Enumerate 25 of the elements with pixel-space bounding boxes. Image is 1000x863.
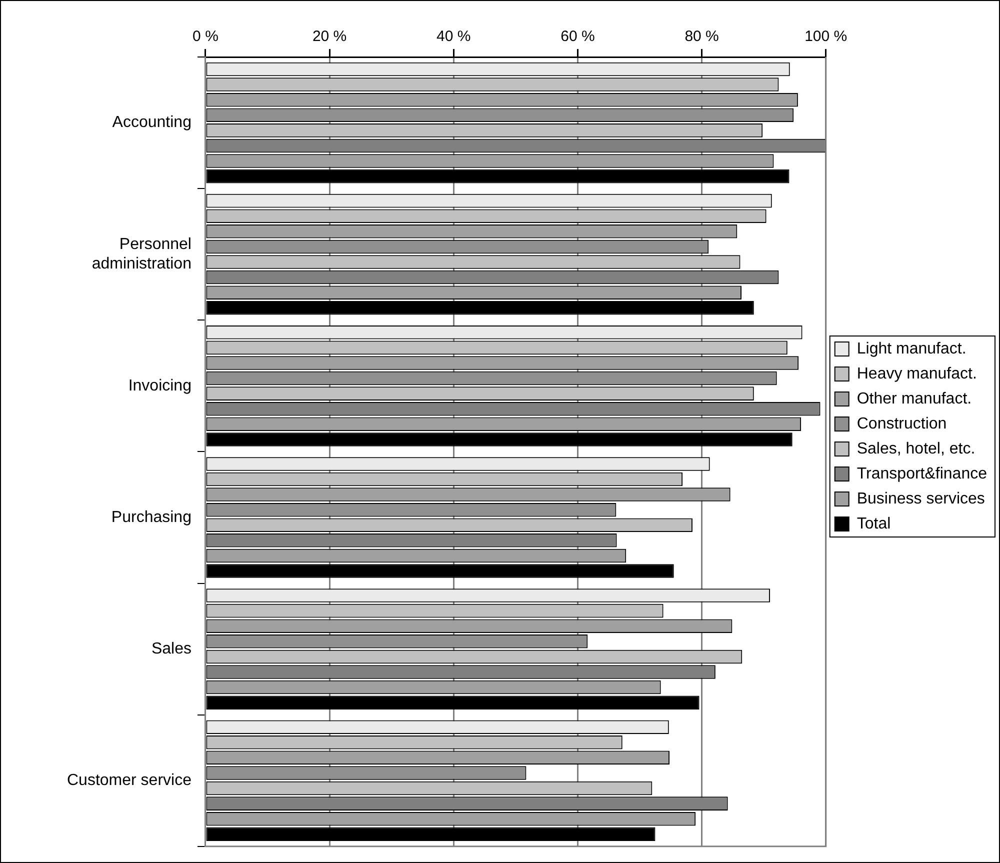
x-tick-label: 20 %	[312, 28, 347, 46]
bar	[206, 564, 674, 578]
legend-label: Construction	[856, 415, 947, 432]
legend-label: Total	[856, 515, 891, 532]
bar	[206, 432, 792, 446]
bar	[206, 169, 790, 184]
x-tick-label: 40 %	[436, 28, 471, 46]
y-tick-label: Invoicing	[128, 377, 192, 394]
y-tick-label: Personnel administration	[92, 236, 192, 272]
legend-label: Sales, hotel, etc.	[856, 440, 976, 458]
legend-label: Other manufact.	[856, 390, 972, 408]
legend-label: Business services	[856, 490, 985, 508]
y-tick-label: Customer service	[66, 772, 192, 790]
y-tick-label: Purchasing	[111, 508, 192, 526]
y-tick-label: Accounting	[112, 114, 192, 132]
x-tick-label: 100 %	[804, 28, 848, 46]
x-tick-label: 60 %	[560, 28, 595, 46]
bar	[206, 696, 700, 710]
legend-label: Heavy manufact.	[856, 365, 977, 382]
legend-label: Light manufact.	[856, 340, 966, 358]
bar	[206, 827, 656, 842]
legend-label: Transport&finance	[856, 465, 988, 482]
x-tick-label: 0 %	[192, 28, 218, 46]
x-tick-label: 80 %	[684, 28, 719, 46]
y-tick-label: Sales	[151, 640, 192, 658]
